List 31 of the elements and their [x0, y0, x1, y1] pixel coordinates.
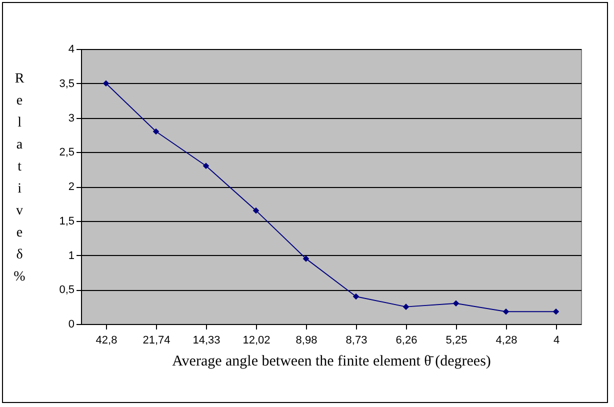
x-tick-label: 4: [553, 334, 560, 346]
point: [352, 293, 360, 300]
point: [252, 207, 260, 214]
y-tick-label: 3: [68, 112, 74, 124]
point: [102, 80, 110, 87]
x-tick-label: 6,26: [396, 334, 418, 346]
y-tick-label: 0: [68, 318, 74, 330]
y-tick-label: 1: [68, 250, 74, 262]
x-tick-label: 5,25: [446, 334, 468, 346]
x-tick-label: 12,02: [242, 334, 270, 346]
x-tick-label: 4,28: [496, 334, 518, 346]
x-tick-label: 14,33: [192, 334, 220, 346]
y-tick-label: 3,5: [59, 78, 74, 90]
point: [202, 162, 210, 170]
point: [302, 256, 310, 262]
point: [402, 304, 410, 310]
point: [552, 308, 560, 315]
text: Relative δ %: [14, 72, 26, 284]
x-tick-label: 8,98: [296, 334, 318, 346]
x-tick-label: 8,73: [346, 334, 368, 346]
point: [502, 308, 510, 315]
x-tick-label: 42,8: [96, 334, 118, 346]
y-tick-label: 4: [68, 44, 74, 56]
point: [152, 128, 160, 135]
y-tick-label: 1,5: [59, 215, 74, 228]
y-tick-label: 0,5: [59, 284, 74, 296]
point: [452, 300, 460, 307]
y-tick-label: 2: [68, 181, 74, 193]
y-tick-label: 2,5: [59, 146, 74, 159]
x-axis-title: Average angle between the finite element θ̄ (degrees): [172, 354, 491, 370]
x-tick-label: 21,74: [142, 334, 170, 346]
